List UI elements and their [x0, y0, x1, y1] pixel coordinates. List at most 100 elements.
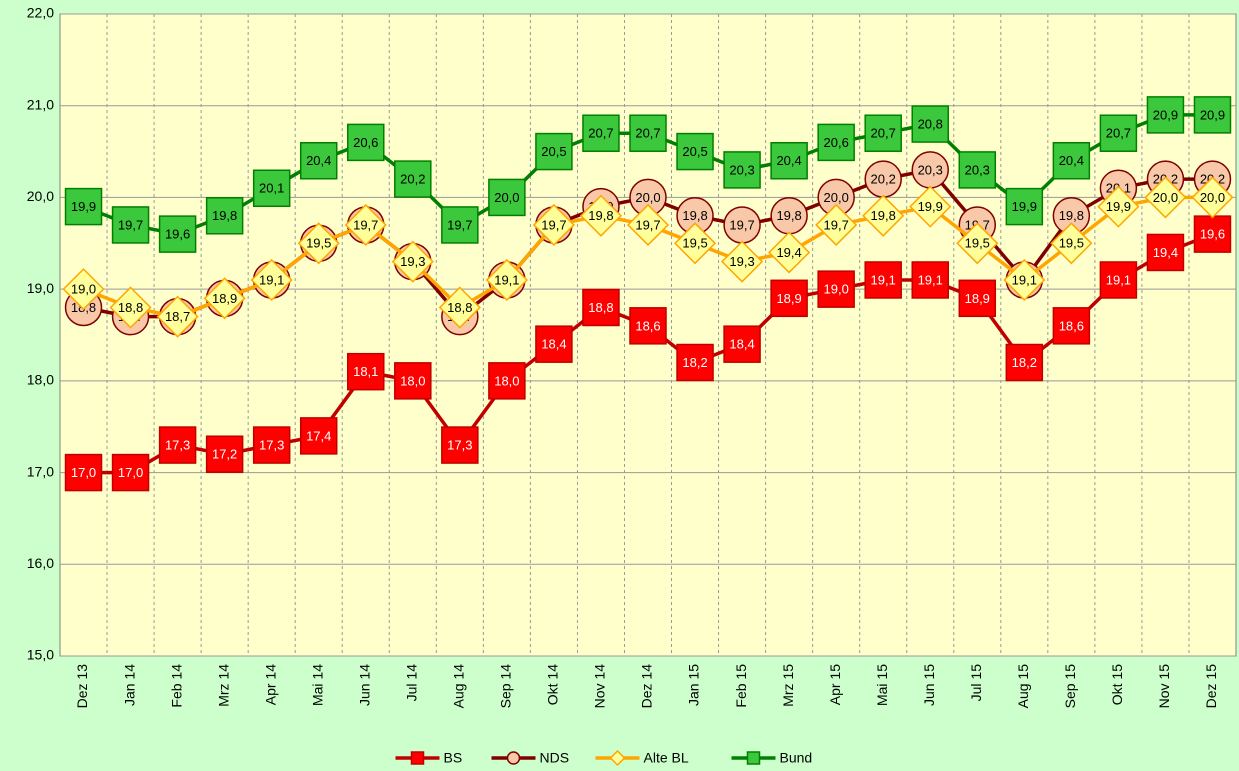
- data-label: 19,5: [306, 236, 331, 251]
- data-label: 17,3: [259, 437, 284, 452]
- data-label: 17,0: [118, 465, 143, 480]
- data-label: 18,8: [447, 300, 472, 315]
- data-label: 18,9: [965, 291, 990, 306]
- data-label: 20,0: [635, 190, 660, 205]
- data-label: 19,9: [1106, 199, 1131, 214]
- data-label: 20,4: [306, 153, 331, 168]
- data-label: 19,8: [588, 208, 613, 223]
- data-label: 18,4: [541, 337, 566, 352]
- x-tick-label: Mrz 14: [215, 664, 231, 707]
- marker: [1146, 233, 1185, 272]
- data-label: 19,5: [965, 236, 990, 251]
- data-label: 20,6: [353, 135, 378, 150]
- data-label: 19,7: [729, 217, 754, 232]
- data-label: 19,9: [918, 199, 943, 214]
- data-label: 20,7: [588, 126, 613, 141]
- y-tick-label: 15,0: [27, 647, 54, 663]
- marker: [532, 203, 575, 247]
- marker: [958, 151, 997, 189]
- marker: [817, 123, 855, 162]
- data-label: 18,7: [165, 309, 190, 324]
- marker: [347, 352, 385, 391]
- data-label: 19,5: [682, 236, 707, 251]
- marker: [817, 270, 855, 308]
- marker: [391, 240, 434, 283]
- marker: [1097, 185, 1140, 228]
- data-label: 20,2: [871, 172, 896, 187]
- marker: [205, 197, 244, 235]
- data-label: 19,8: [682, 208, 707, 223]
- marker: [721, 240, 764, 283]
- marker: [250, 258, 293, 302]
- data-label: 19,9: [1012, 199, 1037, 214]
- marker: [252, 426, 291, 464]
- data-label: 20,7: [635, 126, 660, 141]
- marker: [629, 307, 667, 345]
- data-label: 18,6: [1059, 318, 1084, 333]
- data-label: 20,7: [871, 126, 896, 141]
- data-label: 18,0: [494, 373, 519, 388]
- marker: [109, 286, 152, 329]
- data-label: 19,0: [824, 282, 849, 297]
- x-tick-label: Jun 14: [356, 664, 372, 706]
- legend-marker: [609, 749, 626, 767]
- marker: [1193, 96, 1232, 134]
- y-tick-label: 22,0: [27, 5, 54, 21]
- y-tick-label: 21,0: [27, 96, 54, 112]
- data-label: 19,7: [635, 217, 660, 232]
- marker: [770, 141, 808, 180]
- marker: [158, 426, 197, 464]
- data-label: 18,1: [353, 364, 378, 379]
- data-label: 20,5: [682, 144, 707, 159]
- data-label: 17,2: [212, 447, 237, 462]
- data-label: 20,6: [824, 135, 849, 150]
- data-label: 20,7: [1106, 126, 1131, 141]
- data-label: 20,2: [400, 172, 425, 187]
- marker: [911, 261, 949, 299]
- x-tick-label: Jan 15: [686, 664, 702, 706]
- data-label: 19,1: [1106, 272, 1131, 287]
- marker: [111, 206, 150, 244]
- y-tick-label: 20,0: [27, 188, 54, 204]
- marker: [252, 169, 291, 208]
- marker: [1005, 187, 1044, 226]
- data-label: 20,4: [1059, 153, 1084, 168]
- data-label: 20,3: [729, 162, 754, 177]
- marker: [347, 123, 385, 162]
- legend-label: Bund: [780, 750, 813, 766]
- marker: [1146, 96, 1185, 134]
- x-tick-label: Feb 14: [168, 664, 184, 708]
- legend-label: BS: [444, 750, 463, 766]
- data-label: 17,3: [447, 437, 472, 452]
- data-label: 19,6: [1200, 227, 1225, 242]
- legend-label: NDS: [540, 750, 570, 766]
- data-label: 19,7: [541, 217, 566, 232]
- data-label: 18,8: [118, 300, 143, 315]
- data-label: 17,4: [306, 428, 331, 443]
- data-label: 19,4: [1153, 245, 1178, 260]
- x-tick-label: Apr 14: [262, 664, 278, 705]
- marker: [62, 268, 105, 311]
- marker: [64, 453, 103, 492]
- marker: [723, 325, 761, 363]
- marker: [344, 203, 387, 247]
- data-label: 19,8: [871, 208, 896, 223]
- x-tick-label: Nov 14: [592, 664, 608, 709]
- marker: [770, 279, 808, 318]
- y-tick-label: 18,0: [27, 372, 54, 388]
- data-label: 19,1: [494, 272, 519, 287]
- data-label: 19,7: [353, 217, 378, 232]
- data-label: 18,2: [682, 355, 707, 370]
- data-label: 19,0: [71, 282, 96, 297]
- x-tick-label: Feb 15: [733, 664, 749, 708]
- marker: [864, 114, 902, 152]
- marker: [864, 261, 902, 299]
- marker: [1005, 343, 1044, 382]
- marker: [579, 194, 623, 237]
- marker: [158, 215, 197, 253]
- data-label: 19,4: [776, 245, 801, 260]
- data-label: 18,6: [635, 318, 660, 333]
- data-label: 19,8: [212, 208, 237, 223]
- data-label: 19,8: [1059, 208, 1084, 223]
